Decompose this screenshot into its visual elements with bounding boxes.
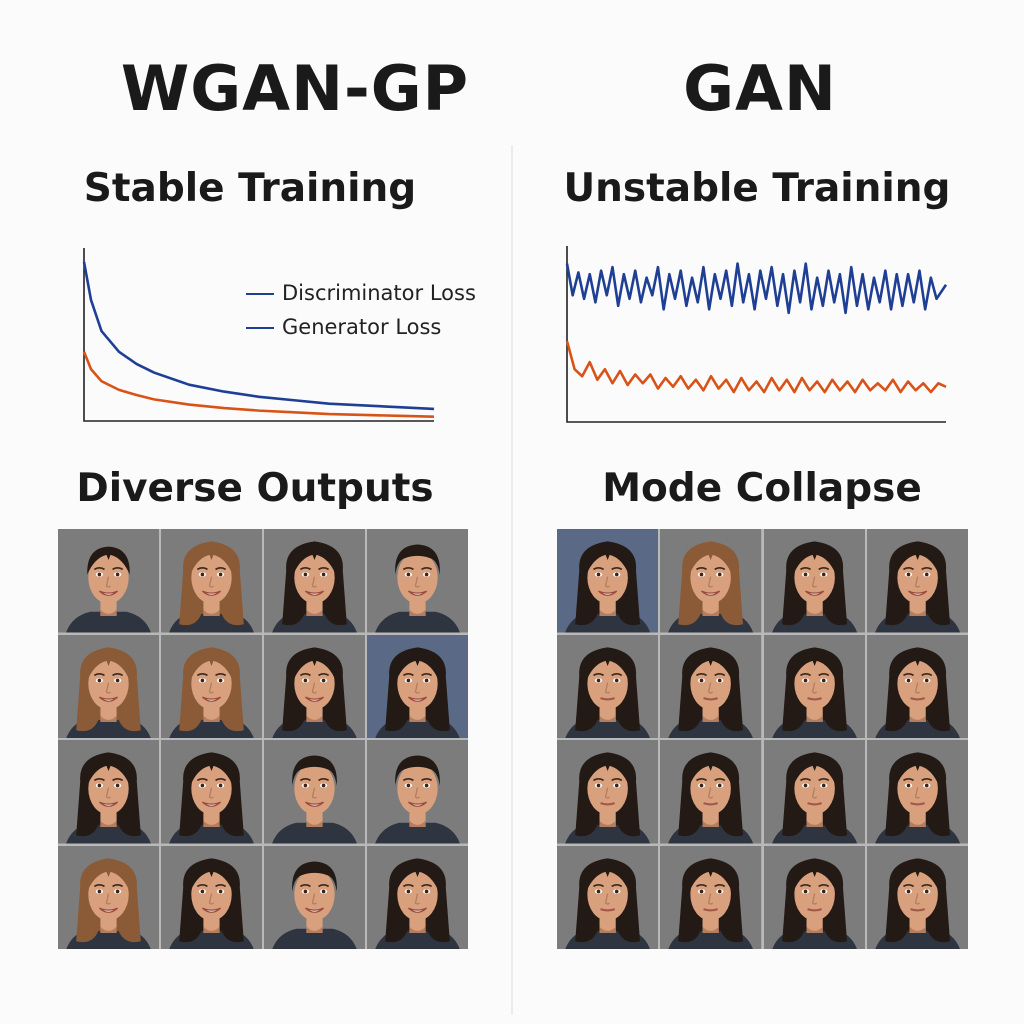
stable-training-chart	[82, 248, 435, 422]
diverse-face-image	[161, 634, 262, 738]
diverse-face-image	[264, 529, 365, 633]
collapsed-face-image	[866, 740, 968, 844]
legend-item-generator: Generator Loss	[246, 315, 441, 339]
collapsed-face-image	[866, 634, 968, 738]
diverse-face-image	[264, 634, 365, 738]
collapsed-face-image	[763, 845, 865, 949]
diverse-face-image	[58, 845, 159, 949]
diverse-outputs-grid	[58, 529, 468, 949]
unstable-chart-series-discriminator	[565, 262, 948, 315]
diverse-face-image	[58, 634, 159, 738]
diverse-face-image	[367, 529, 468, 633]
legend-item-discriminator: Discriminator Loss	[246, 281, 476, 305]
collapsed-face-image	[660, 529, 762, 633]
collapsed-face-image	[557, 529, 659, 633]
legend-swatch-discriminator	[246, 293, 274, 295]
collapsed-face-image	[763, 529, 865, 633]
collapsed-face-image	[557, 634, 659, 738]
legend-label-generator: Generator Loss	[282, 315, 442, 339]
diverse-face-image	[58, 740, 159, 844]
collapsed-face-image	[557, 740, 659, 844]
collapsed-face-image	[557, 845, 659, 949]
collapsed-face-image	[660, 740, 762, 844]
right-title: GAN	[683, 52, 837, 125]
collapsed-face-image	[866, 845, 968, 949]
diverse-face-image	[58, 529, 159, 633]
diverse-face-image	[264, 845, 365, 949]
left-grid-title: Diverse Outputs	[76, 466, 434, 511]
unstable-chart-axes	[566, 246, 946, 423]
left-chart-title: Stable Training	[83, 166, 417, 211]
diverse-face-image	[367, 740, 468, 844]
unstable-chart-series-generator	[565, 340, 947, 394]
legend-swatch-generator	[246, 327, 274, 329]
collapsed-face-image	[763, 634, 865, 738]
diverse-face-image	[161, 740, 262, 844]
diverse-face-image	[161, 529, 262, 633]
mode-collapse-grid	[557, 529, 968, 949]
diverse-face-image	[161, 845, 262, 949]
collapsed-face-image	[763, 740, 865, 844]
right-chart-title: Unstable Training	[563, 166, 951, 211]
diverse-face-image	[367, 845, 468, 949]
diverse-face-image	[264, 740, 365, 844]
legend-label-discriminator: Discriminator Loss	[282, 281, 476, 305]
diverse-face-image	[367, 634, 468, 738]
collapsed-face-image	[660, 845, 762, 949]
stable-chart-series-discriminator	[82, 261, 435, 411]
collapsed-face-image	[660, 634, 762, 738]
left-title: WGAN-GP	[120, 52, 470, 125]
center-divider	[511, 145, 513, 1015]
unstable-training-chart	[565, 246, 948, 423]
right-grid-title: Mode Collapse	[602, 466, 922, 511]
collapsed-face-image	[866, 529, 968, 633]
stable-chart-axes	[83, 248, 434, 422]
stable-chart-series-generator	[82, 351, 435, 418]
